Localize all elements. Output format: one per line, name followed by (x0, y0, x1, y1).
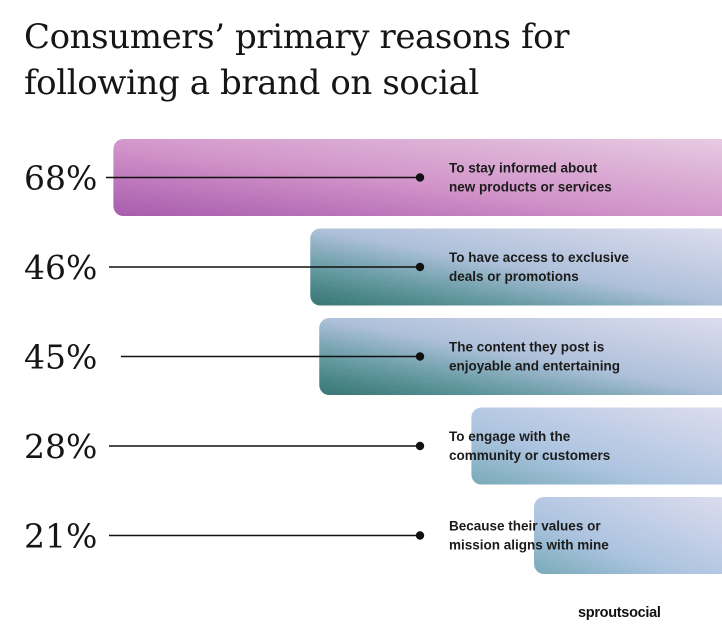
leader-dot (415, 531, 425, 540)
value-label: 21% (24, 517, 97, 556)
category-label: The content they post is enjoyable and en… (449, 340, 620, 374)
leader-dot (415, 173, 425, 182)
bar (310, 228, 722, 306)
category-label: Because their values or mission aligns wi… (449, 519, 609, 553)
leader-dot (415, 352, 425, 361)
chart-title: Consumers’ primary reasons for following… (24, 17, 570, 103)
category-label: To have access to exclusive deals or prom… (449, 250, 629, 284)
category-label: To stay informed about new products or se… (449, 161, 612, 195)
value-label: 68% (24, 159, 97, 198)
value-label: 45% (24, 338, 97, 377)
value-label: 46% (24, 248, 97, 287)
leader-dot (415, 441, 425, 451)
bar (471, 407, 722, 485)
category-label: To engage with the community or customers (449, 429, 610, 463)
bar (319, 318, 722, 395)
leader-dot (415, 262, 425, 272)
bars-group: 68% To stay informed about new products or… (24, 139, 722, 574)
value-label: 28% (24, 427, 97, 466)
bar (534, 497, 722, 574)
sproutsocial-logo: sproutsocial (578, 605, 661, 621)
